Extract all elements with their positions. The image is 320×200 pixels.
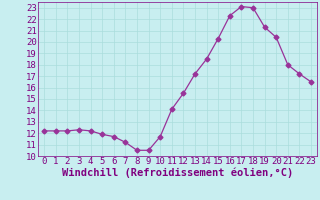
X-axis label: Windchill (Refroidissement éolien,°C): Windchill (Refroidissement éolien,°C) bbox=[62, 168, 293, 178]
